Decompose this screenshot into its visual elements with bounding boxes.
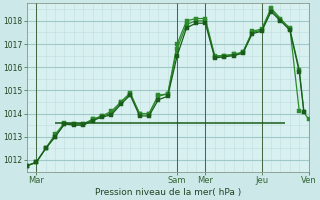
X-axis label: Pression niveau de la mer( hPa ): Pression niveau de la mer( hPa ) [95, 188, 241, 197]
